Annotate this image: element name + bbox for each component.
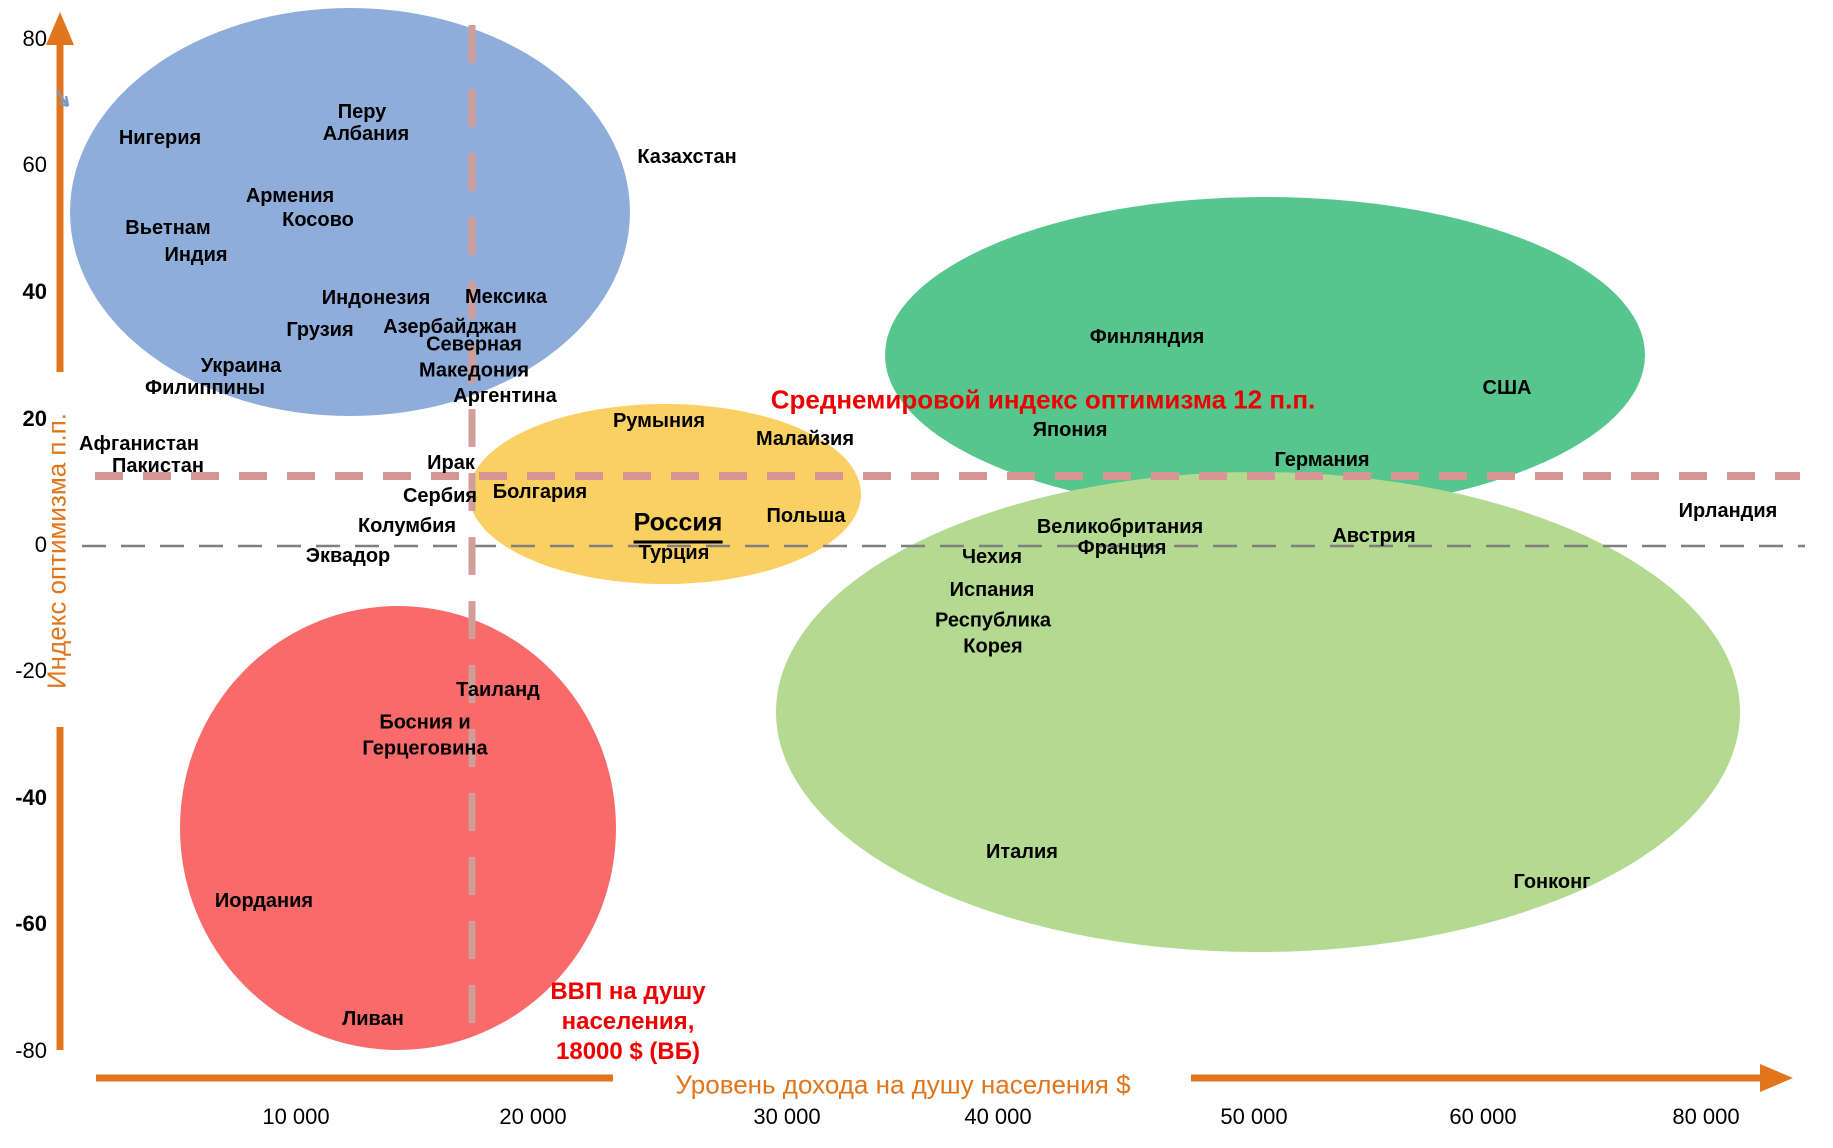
country-label: Чехия — [962, 545, 1022, 568]
country-label: Армения — [245, 184, 335, 207]
y-tick-label: -60 — [15, 911, 47, 936]
country-label: Нигерия — [118, 126, 202, 149]
country-label: Япония — [1032, 418, 1108, 441]
country-label: Италия — [986, 840, 1058, 863]
y-tick-label: -80 — [15, 1038, 47, 1063]
x-axis-arrowhead-icon — [1760, 1064, 1793, 1092]
x-axis-title: Уровень дохода на душу населения $ — [675, 1069, 1131, 1100]
country-label: Афганистан — [79, 432, 199, 455]
country-label: Пакистан — [112, 454, 204, 477]
small-blue-arrow-icon — [55, 90, 70, 108]
country-label: Босния и Герцеговина — [362, 711, 488, 760]
y-tick-label: 0 — [34, 532, 47, 557]
annotation-gdp-per-capita-threshold: ВВП на душу населения, 18000 $ (ВБ) — [550, 978, 706, 1065]
country-label: Испания — [949, 578, 1035, 601]
country-label: Польша — [766, 504, 846, 527]
group-ellipse-high-income-optimists — [885, 197, 1645, 513]
country-label: Вьетнам — [125, 216, 211, 239]
group-ellipse-low-income-pessimists — [180, 606, 616, 1050]
y-tick-label: 40 — [22, 279, 47, 304]
y-tick-label: 80 — [22, 26, 47, 51]
country-label: Северная Македония — [418, 333, 530, 382]
country-label: США — [1482, 376, 1532, 399]
y-tick-label: -40 — [15, 785, 47, 810]
country-label: Украина — [200, 354, 282, 377]
country-label: Германия — [1274, 448, 1370, 471]
x-tick-label: 60 000 — [1449, 1104, 1517, 1129]
country-label: Мексика — [464, 285, 548, 308]
country-label: Казахстан — [637, 145, 737, 168]
country-label: Гонконг — [1513, 870, 1591, 893]
country-label: Азербайджан — [383, 315, 517, 338]
country-label: Сербия — [402, 484, 478, 507]
y-tick-label: 20 — [22, 406, 47, 431]
annotation-world-average-optimism: Среднемировой индекс оптимизма 12 п.п. — [770, 384, 1316, 415]
country-label: Таиланд — [456, 678, 540, 701]
country-label: Иордания — [214, 889, 314, 912]
y-axis-title: Индекс оптимизма п.п. — [41, 412, 72, 690]
country-label: Республика Корея — [934, 609, 1052, 658]
country-label: Малайзия — [755, 427, 855, 450]
country-label: Индия — [164, 243, 228, 266]
y-tick-label: -20 — [15, 658, 47, 683]
country-label: Грузия — [286, 318, 354, 341]
country-label: Колумбия — [357, 514, 457, 537]
country-label: Филиппины — [145, 376, 265, 399]
group-ellipse-low-income-high-optimism — [70, 8, 630, 416]
x-tick-label: 20 000 — [499, 1104, 567, 1129]
country-label: Эквадор — [305, 544, 391, 567]
country-label: Индонезия — [321, 286, 431, 309]
country-label: Австрия — [1332, 524, 1416, 547]
country-label: Россия — [633, 507, 723, 544]
country-label: Ирландия — [1678, 499, 1778, 522]
y-tick-label: 60 — [22, 152, 47, 177]
group-ellipse-middle-income-average-optimism — [469, 404, 861, 584]
country-label: Болгария — [492, 480, 588, 503]
country-label: Румыния — [612, 409, 706, 432]
country-label: Косово — [282, 208, 354, 231]
y-axis-arrowhead-icon — [46, 12, 74, 45]
x-tick-label: 30 000 — [753, 1104, 821, 1129]
country-label: Ливан — [342, 1007, 404, 1030]
country-label: Франция — [1077, 536, 1167, 559]
country-label: Турция — [638, 541, 710, 564]
x-tick-label: 50 000 — [1220, 1104, 1288, 1129]
country-label: Финляндия — [1089, 325, 1205, 348]
x-tick-label: 80 000 — [1672, 1104, 1740, 1129]
country-label: Аргентина — [453, 384, 557, 407]
group-ellipse-high-income-pessimists — [776, 472, 1740, 952]
x-tick-label: 10 000 — [262, 1104, 330, 1129]
country-label: Албания — [322, 122, 410, 145]
country-label: Перу — [337, 100, 387, 123]
country-label: Великобритания — [1036, 515, 1204, 538]
country-label: Ирак — [427, 451, 475, 474]
x-tick-label: 40 000 — [964, 1104, 1032, 1129]
